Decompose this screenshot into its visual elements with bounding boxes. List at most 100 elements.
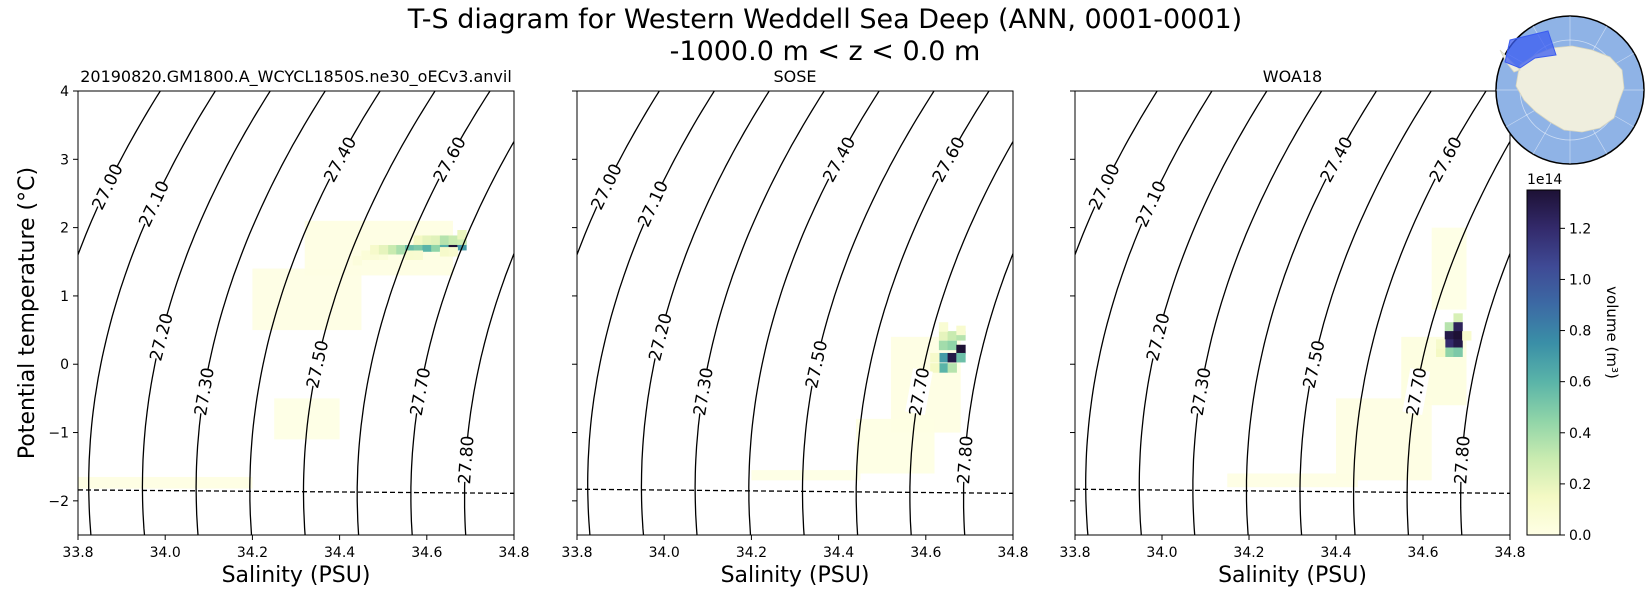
x-tick-label: 34.4: [1320, 545, 1351, 561]
isopycnal-27.00: [1075, 91, 1158, 257]
contour-label-bg: [1132, 179, 1169, 228]
volume-cell: [1444, 347, 1455, 357]
x-tick-label: 34.0: [649, 545, 680, 561]
y-tick-label: −1: [48, 426, 69, 442]
contour-label: 27.50: [1300, 339, 1330, 391]
x-tick-label: 34.6: [1407, 545, 1438, 561]
x-tick-label: 33.8: [1059, 545, 1090, 561]
contour-label: 27.10: [634, 178, 673, 231]
volume-cell: [956, 344, 966, 355]
volume-cell: [956, 331, 966, 341]
figure-subtitle: -1000.0 m < z < 0.0 m: [670, 36, 981, 67]
volume-cell: [439, 235, 450, 245]
contour-label: 27.60: [929, 134, 970, 186]
panel-title: 20190820.GM1800.A_WCYCL1850S.ne30_oECv3.…: [80, 67, 512, 87]
isopycnal-27.70: [410, 140, 514, 535]
x-tick-label: 34.2: [1233, 545, 1264, 561]
isopycnal-27.50: [801, 91, 935, 535]
volume-cell: [1436, 339, 1446, 349]
x-tick-label: 34.6: [910, 545, 941, 561]
volume-cell: [413, 243, 424, 254]
plot-area: 27.00 27.1027.2027.3027.4027.5027.6027.70…: [78, 91, 514, 535]
isopycnal-27.30: [694, 91, 825, 535]
volume-cell: [938, 322, 949, 332]
colorbar-tick-label: 0.8: [1569, 324, 1591, 340]
volume-cell: [457, 230, 467, 240]
y-tick-label: −2: [48, 494, 69, 510]
volume-cell: [448, 235, 458, 245]
volume-cell: [947, 331, 957, 341]
volume-cell: [361, 250, 371, 260]
volume-cell: [387, 245, 397, 255]
colorbar-tick-label: 1.0: [1569, 272, 1591, 288]
colorbar-bar: [1526, 189, 1561, 536]
contour-label-bg: [454, 437, 478, 483]
isopycnal-27.50: [302, 91, 436, 535]
contour-label-bg: [320, 135, 360, 184]
x-tick-label: 34.4: [823, 545, 854, 561]
isopycnal-27.30: [1192, 91, 1323, 535]
y-tick-label: 0: [60, 357, 69, 373]
volume-cell: [378, 245, 389, 255]
volume-cell: [938, 331, 949, 341]
contour-label: 27.30: [690, 366, 718, 417]
volume-cell: [439, 240, 450, 251]
isopycnal-27.10: [1085, 91, 1213, 535]
contour-label-bg: [1085, 162, 1123, 211]
contour-label: 27.20: [1143, 311, 1174, 363]
colorbar-tick-label: 0.4: [1569, 426, 1591, 442]
volume-cell: [1453, 313, 1463, 323]
volume-cell: [1453, 347, 1463, 357]
x-tick-label: 34.2: [237, 545, 268, 561]
volume-cell: [930, 352, 940, 363]
y-tick-label: 2: [60, 221, 69, 237]
x-tick-label: 34.0: [150, 545, 181, 561]
volume-cell: [457, 240, 467, 251]
x-tick-label: 33.8: [561, 545, 592, 561]
x-tick-label: 34.8: [997, 545, 1028, 561]
contour-label-bg: [644, 313, 676, 361]
contour-label-bg: [1316, 135, 1356, 184]
volume-cell: [956, 325, 966, 336]
volume-cell: [378, 250, 389, 260]
volume-haze: [1227, 473, 1358, 488]
y-tick-label: 3: [60, 152, 69, 168]
contour-label-bg: [429, 135, 469, 184]
volume-cell: [938, 363, 949, 373]
contour-label-bg: [905, 368, 933, 415]
contour-label: 27.00: [1085, 161, 1124, 214]
isopycnal-27.80: [962, 251, 1013, 535]
volume-cell: [370, 245, 380, 255]
figure-title: T-S diagram for Western Weddell Sea Deep…: [407, 4, 1242, 35]
colorbar: 0.0 0.2 0.4 0.6 0.8 1.0 1.2 1e14 volume (m³): [1526, 172, 1621, 544]
isopycnal-27.80: [463, 251, 514, 535]
contour-label: 27.30: [1188, 366, 1216, 417]
volume-cell: [947, 363, 957, 373]
panel-1: 27.00 27.1027.2027.3027.4027.5027.6027.70…: [15, 67, 530, 588]
colorbar-tick-label: 0.0: [1569, 528, 1591, 544]
axes-frame: [1074, 90, 1511, 536]
contour-label: 27.20: [146, 311, 177, 363]
contour-label-bg: [1402, 368, 1431, 415]
isopycnal-27.90: [1017, 84, 1158, 549]
contour-label-bg: [190, 368, 218, 415]
x-axis-label: Salinity (PSU): [721, 563, 870, 588]
contour-label: 27.40: [1317, 134, 1358, 186]
contour-label-bg: [1299, 340, 1329, 388]
isopycnal-27.30: [195, 91, 326, 535]
volume-cell: [422, 235, 432, 245]
volume-cell: [457, 235, 467, 245]
volume-haze: [252, 268, 362, 331]
volume-cell: [1462, 331, 1472, 341]
freezing-line: [78, 489, 514, 494]
volume-cell: [930, 363, 940, 373]
isopycnal-27.00: [78, 91, 162, 257]
contour-label-bg: [1426, 135, 1465, 184]
volume-cell: [413, 235, 424, 245]
panel-title: WOA18: [1263, 67, 1322, 86]
contour-label-bg: [406, 368, 434, 415]
contour-label-bg: [801, 340, 831, 388]
contour-label-bg: [88, 162, 126, 211]
plot-area: 27.00 27.1027.2027.3027.4027.5027.6027.70…: [577, 84, 1158, 549]
inset-region-highlight: [1504, 30, 1557, 69]
